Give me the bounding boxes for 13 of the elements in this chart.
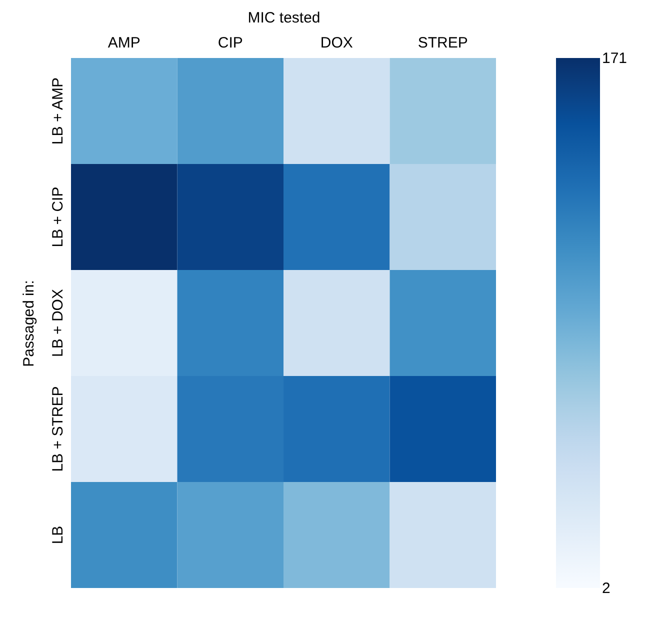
x-axis-title: MIC tested	[248, 10, 320, 26]
y-tick-label: LB + STREP	[50, 386, 66, 472]
color-bar-label: 171	[602, 50, 628, 67]
y-axis-title: Passaged in:	[20, 280, 38, 367]
y-tick-label: LB + DOX	[50, 289, 66, 357]
y-tick-label: LB	[50, 526, 66, 544]
x-tick-label: CIP	[218, 34, 243, 52]
x-tick-label: STREP	[418, 34, 468, 52]
x-tick-label: DOX	[320, 34, 353, 52]
y-tick-label: LB + AMP	[50, 77, 66, 145]
x-tick-label: AMP	[108, 34, 140, 52]
color-bar-label: 2	[602, 580, 610, 597]
y-tick-label: LB + CIP	[50, 186, 66, 248]
